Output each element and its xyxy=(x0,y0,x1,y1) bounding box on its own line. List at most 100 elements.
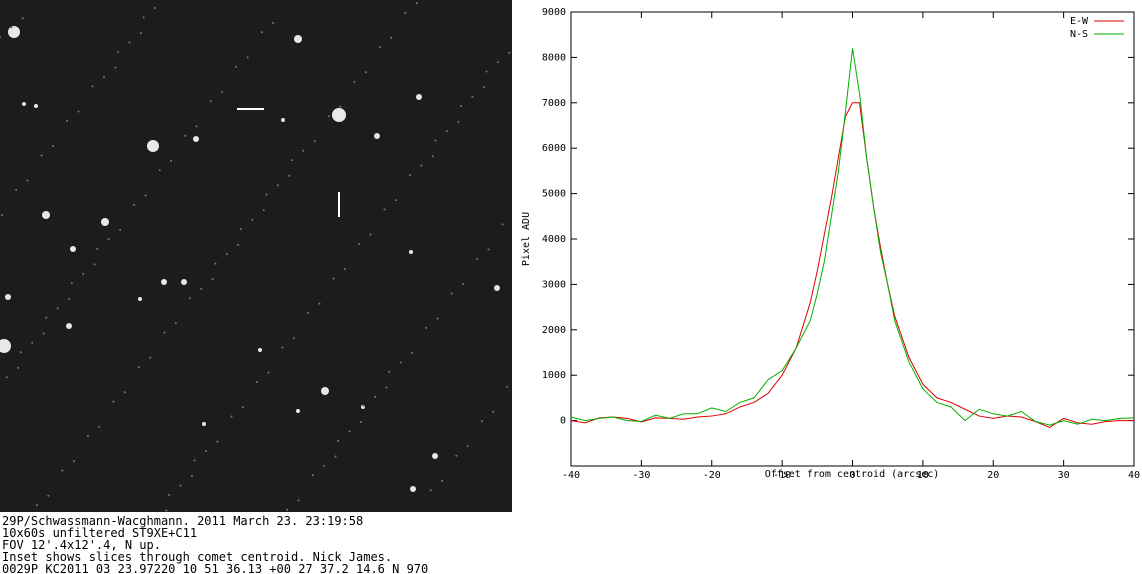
x-tick-label: 30 xyxy=(1058,470,1070,481)
star xyxy=(0,36,1,38)
star xyxy=(17,366,20,369)
caption-line: 0029P KC2011 03 23.97220 10 51 36.13 +00… xyxy=(2,562,428,574)
star xyxy=(165,509,168,512)
star xyxy=(21,17,24,20)
x-tick-label: 40 xyxy=(1128,470,1140,481)
star xyxy=(415,2,418,5)
star xyxy=(353,80,356,83)
star xyxy=(72,460,75,463)
y-tick-label: 6000 xyxy=(542,143,566,154)
star xyxy=(297,499,300,502)
star xyxy=(276,184,279,187)
star xyxy=(181,279,187,285)
star xyxy=(68,297,71,300)
star xyxy=(420,164,423,167)
star xyxy=(66,323,72,329)
star xyxy=(290,159,293,162)
star xyxy=(77,110,80,113)
star xyxy=(378,46,381,49)
star xyxy=(112,400,115,403)
star xyxy=(460,105,462,107)
star xyxy=(281,346,284,349)
star xyxy=(230,415,233,418)
star xyxy=(425,326,428,329)
star xyxy=(390,36,393,39)
star-field xyxy=(0,0,512,512)
star xyxy=(323,464,326,467)
legend-label: E-W xyxy=(1070,16,1089,27)
star xyxy=(288,174,291,177)
star xyxy=(202,422,206,426)
star xyxy=(432,453,438,459)
star xyxy=(5,376,8,379)
star xyxy=(337,439,340,442)
star xyxy=(91,85,94,88)
star xyxy=(369,233,372,236)
y-tick-label: 1000 xyxy=(542,370,566,381)
star xyxy=(161,279,167,285)
star xyxy=(262,209,265,212)
star xyxy=(70,282,73,285)
star xyxy=(193,459,196,462)
star xyxy=(292,337,295,340)
star xyxy=(508,51,511,54)
star xyxy=(101,218,109,226)
star xyxy=(411,352,413,354)
star xyxy=(96,247,99,250)
star xyxy=(450,292,453,295)
star xyxy=(332,277,335,280)
star xyxy=(1,214,3,216)
x-tick-label: -40 xyxy=(562,470,580,481)
star xyxy=(492,410,495,413)
star xyxy=(281,118,285,122)
star xyxy=(47,494,50,497)
star xyxy=(358,243,360,245)
star xyxy=(441,479,444,482)
star xyxy=(138,297,142,301)
star xyxy=(466,445,469,448)
star xyxy=(237,243,240,246)
star xyxy=(107,238,110,241)
plot-frame xyxy=(570,11,1135,467)
star xyxy=(31,341,34,344)
star xyxy=(5,294,11,300)
caption-line: 29P/Schwassmann-Wacghmann. 2011 March 23… xyxy=(2,514,363,528)
star xyxy=(434,139,437,142)
star xyxy=(506,385,509,388)
star xyxy=(149,356,152,359)
star xyxy=(190,475,193,478)
y-tick-label: 2000 xyxy=(542,325,566,336)
star xyxy=(193,136,199,142)
star xyxy=(313,140,316,143)
star xyxy=(348,430,351,433)
star xyxy=(179,484,182,487)
star xyxy=(8,26,20,38)
star xyxy=(10,26,13,29)
star xyxy=(343,268,346,271)
y-axis-label: Pixel ADU xyxy=(521,212,532,266)
star xyxy=(496,61,499,64)
star xyxy=(216,440,219,443)
star xyxy=(241,406,244,409)
star xyxy=(163,331,166,334)
star xyxy=(209,100,212,103)
x-axis-label: Offset from centroid (arcsec) xyxy=(765,469,940,480)
star xyxy=(225,253,228,256)
x-tick-label: -30 xyxy=(632,470,650,481)
star xyxy=(260,31,263,34)
star xyxy=(429,489,432,492)
star xyxy=(457,120,460,123)
star xyxy=(214,262,217,265)
star xyxy=(480,420,483,423)
star xyxy=(409,250,413,254)
star xyxy=(265,193,268,196)
star xyxy=(302,149,305,152)
y-tick-label: 7000 xyxy=(542,98,566,109)
star xyxy=(339,105,342,108)
star xyxy=(455,454,458,457)
star xyxy=(462,283,464,285)
star xyxy=(139,32,142,35)
star xyxy=(42,332,45,335)
star xyxy=(52,145,54,147)
star xyxy=(374,133,380,139)
